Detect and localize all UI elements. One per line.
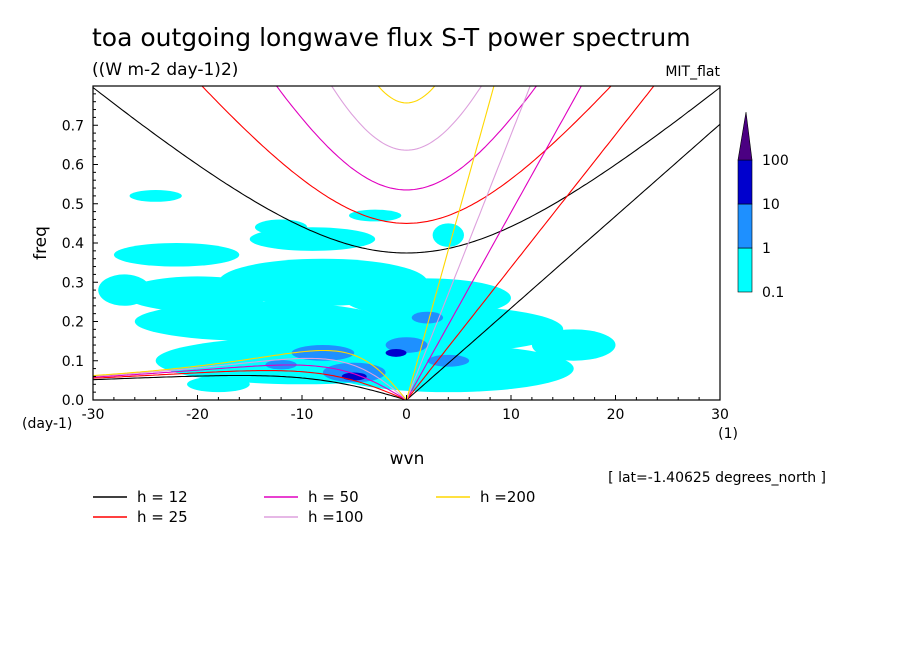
inertia-gravity-curve-h50 [275, 86, 538, 191]
colorbar-arrow [737, 111, 753, 161]
colorbar-band [737, 247, 753, 293]
inertia-gravity-curve-h200 [377, 86, 436, 104]
chart-subtitle: ((W m-2 day-1)2) [92, 60, 238, 80]
y-tick-label: 0.2 [62, 315, 84, 331]
spectrum-patch-9 [129, 190, 182, 202]
inertia-gravity-curve-h25 [201, 86, 612, 224]
y-unit-label: (day-1) [22, 416, 72, 432]
rossby-curve-h200 [93, 349, 407, 400]
spectrum-patch-17 [322, 362, 386, 383]
dispersion-legend: h = 12 h = 25 h = 50 h =100 h =200 [93, 488, 535, 526]
spectrum-patch-6 [322, 345, 574, 393]
rossby-curve-h50 [93, 364, 407, 400]
legend-label: h =200 [480, 488, 535, 506]
legend-label: h =100 [308, 508, 363, 526]
rossby-curve-h12 [93, 374, 407, 400]
x-tick-label: -30 [82, 407, 105, 423]
legend-label: h = 50 [308, 488, 359, 506]
spectrum-patch-11 [432, 223, 464, 247]
chart-title: toa outgoing longwave flux S-T power spe… [92, 23, 691, 52]
kelvin-curve-h50 [406, 86, 582, 400]
x-tick-label: 20 [607, 407, 625, 423]
x-tick-label: 10 [502, 407, 520, 423]
spectrum-patch-13 [531, 329, 616, 361]
y-axis-ticks: 0.0 0.1 0.2 0.3 0.4 0.5 0.6 0.7 [62, 93, 98, 409]
dispersion-curves [93, 86, 720, 400]
y-tick-label: 0.3 [62, 275, 84, 291]
title-group: toa outgoing longwave flux S-T power spe… [92, 23, 721, 80]
spectrum-patch-19 [411, 311, 444, 324]
x-axis-ticks: -30 -20 -10 0 10 20 30 [82, 395, 729, 423]
kelvin-curve-h25 [406, 86, 655, 400]
legend-label: h = 25 [137, 508, 188, 526]
x-axis-label: wvn [390, 449, 425, 469]
kelvin-curve-h12 [406, 123, 720, 400]
model-tag: MIT_flat [665, 64, 720, 80]
spectrum-patch-14 [98, 274, 151, 306]
colorbar-band [737, 159, 753, 205]
y-tick-label: 0.7 [62, 118, 84, 134]
inertia-gravity-curve-h100 [330, 86, 483, 151]
x-unit-label: (1) [718, 426, 738, 442]
rossby-curve-h100 [93, 357, 407, 400]
kelvin-curve-h100 [405, 86, 531, 400]
colorbar: 0.1 1 10 100 [737, 111, 789, 301]
spectrum-patch-20 [427, 354, 470, 367]
y-tick-label: 0.5 [62, 197, 84, 213]
x-tick-label: -20 [186, 407, 209, 423]
y-tick-label: 0.0 [62, 393, 84, 409]
spectrum-patch-18 [385, 337, 428, 353]
rossby-curve-h25 [93, 370, 407, 400]
colorbar-label: 0.1 [762, 285, 784, 301]
legend-label: h = 12 [137, 488, 188, 506]
y-axis-label: freq [31, 226, 51, 260]
y-tick-label: 0.1 [62, 354, 84, 370]
spectrum-patch-7 [113, 243, 240, 267]
spectrum-fill [98, 190, 616, 393]
colorbar-label: 100 [762, 153, 789, 169]
spectrum-patch-10 [349, 209, 402, 222]
y-tick-label: 0.6 [62, 158, 84, 174]
inertia-gravity-curve-h12 [93, 87, 720, 254]
x-tick-label: 0 [402, 407, 411, 423]
x-tick-label: -10 [291, 407, 314, 423]
x-tick-label: 30 [711, 407, 729, 423]
colorbar-label: 10 [762, 197, 780, 213]
latitude-annotation: [ lat=-1.40625 degrees_north ] [608, 470, 826, 486]
spectrum-patch-16 [291, 345, 355, 361]
spectrum-patch-23 [385, 348, 407, 357]
spectrum-patch-12 [254, 219, 308, 236]
spectrum-patch-15 [187, 376, 250, 393]
colorbar-label: 1 [762, 241, 771, 257]
colorbar-band [737, 203, 753, 249]
y-tick-label: 0.4 [62, 236, 84, 252]
